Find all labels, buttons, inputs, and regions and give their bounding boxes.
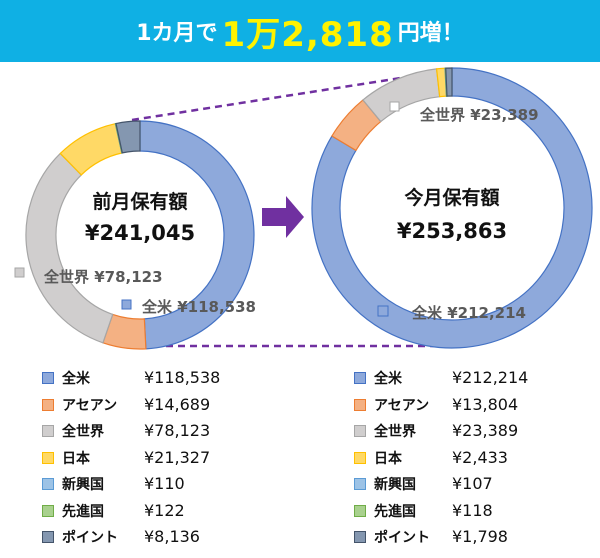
legend-value: ¥122 (144, 500, 185, 520)
legend-value: ¥107 (452, 474, 493, 493)
legend-swatch (354, 398, 366, 411)
legend-name: アセアン (62, 397, 118, 414)
headline-prefix: 1カ月で (136, 21, 218, 46)
slice-全米 (139, 120, 255, 350)
legend-name: 新興国 (374, 477, 416, 493)
headline-highlight: 1万2,818 (221, 14, 394, 55)
legend-row: 全世界 ¥23,389 (352, 419, 600, 446)
annotation-left-world: 全世界 ¥78,123 (43, 268, 163, 286)
legend-swatch (354, 372, 366, 384)
legend-row: 日本 ¥21,327 (40, 446, 320, 473)
annotation-marker-right-world (389, 101, 400, 112)
legend-name: 日本 (62, 450, 90, 467)
legend-value: ¥212,214 (452, 368, 529, 387)
slice-ポイント (115, 120, 141, 154)
annotation-right-world: 全世界 ¥23,389 (419, 106, 539, 124)
legend-swatch (42, 398, 54, 411)
legend-row: 全米 ¥212,214 (352, 366, 600, 393)
legend-name: ポイント (62, 530, 118, 546)
legend-row: 新興国 ¥110 (40, 472, 320, 499)
legend-value: ¥23,389 (452, 421, 519, 440)
legend-swatch (42, 451, 54, 464)
slice-ポイント (445, 67, 453, 97)
legend-row: 新興国 ¥107 (352, 472, 600, 499)
legend-swatch (42, 372, 54, 384)
legend-row: 日本 ¥2,433 (352, 446, 600, 473)
legend-row: ポイント ¥8,136 (40, 525, 320, 552)
legend-swatch (42, 531, 54, 543)
legend-row: ポイント ¥1,798 (352, 525, 600, 552)
legend-value: ¥14,689 (144, 394, 211, 414)
legend-value: ¥110 (144, 474, 185, 493)
legend-swatch (354, 504, 366, 517)
headline-banner: 1カ月で 1万2,818 円増！ (0, 0, 600, 62)
legend-value: ¥118 (452, 500, 493, 520)
arrow-icon (262, 196, 304, 238)
slice-全世界 (25, 152, 114, 344)
legend-swatch (42, 504, 54, 517)
legend-swatch (42, 478, 54, 490)
annotation-marker-left-us (121, 299, 132, 310)
legend-row: アセアン ¥14,689 (40, 393, 320, 420)
legend-name: 日本 (374, 450, 402, 467)
legend-name: 全世界 (374, 424, 416, 440)
donut-left (25, 120, 255, 350)
annotation-marker-right-us (377, 305, 389, 317)
legend-value: ¥118,538 (144, 368, 221, 387)
legend-value: ¥78,123 (144, 421, 211, 440)
legend-swatch (354, 531, 366, 543)
legend-row: 先進国 ¥118 (352, 499, 600, 526)
legend-name: 全米 (374, 371, 402, 387)
annotation-left-us: 全米 ¥118,538 (141, 298, 256, 316)
left-center-title: 前月保有額 (92, 190, 187, 213)
legend-row: アセアン ¥13,804 (352, 393, 600, 420)
legend-left: 全米 ¥118,538 アセアン ¥14,689 全世界 ¥78,123 日本 ¥21,… (40, 366, 320, 552)
legend-swatch (354, 425, 366, 437)
legend-name: ポイント (374, 530, 430, 546)
legend-name: 全米 (62, 371, 90, 387)
legend-value: ¥2,433 (452, 447, 508, 467)
legend-swatch (354, 478, 366, 490)
left-center-total: ¥241,045 (85, 221, 195, 245)
legend-name: 先進国 (62, 503, 104, 520)
donut-right (311, 67, 593, 349)
headline-suffix: 円増！ (397, 21, 464, 46)
legend-value: ¥8,136 (144, 527, 200, 546)
right-center-title: 今月保有額 (403, 186, 499, 209)
legend-name: 新興国 (62, 477, 104, 493)
annotation-marker-left-world (14, 267, 25, 278)
legend-name: 先進国 (374, 503, 416, 520)
legend-row: 全米 ¥118,538 (40, 366, 320, 393)
legend-swatch (42, 425, 54, 437)
legend-value: ¥13,804 (452, 394, 519, 414)
slice-全米 (311, 67, 593, 349)
legend-value: ¥21,327 (144, 447, 211, 467)
right-center-total: ¥253,863 (397, 219, 507, 243)
donut-charts: 前月保有額 ¥241,045 今月保有額 ¥253,863 全世界 ¥78,12… (14, 67, 593, 350)
legend-name: アセアン (374, 397, 430, 414)
legend-name: 全世界 (62, 424, 104, 440)
legend-row: 全世界 ¥78,123 (40, 419, 320, 446)
legend-swatch (354, 451, 366, 464)
annotation-right-us: 全米 ¥212,214 (411, 304, 526, 322)
legend-value: ¥1,798 (452, 527, 508, 546)
legend-right: 全米 ¥212,214 アセアン ¥13,804 全世界 ¥23,389 日本 ¥2,4… (352, 366, 600, 552)
legend-row: 先進国 ¥122 (40, 499, 320, 526)
